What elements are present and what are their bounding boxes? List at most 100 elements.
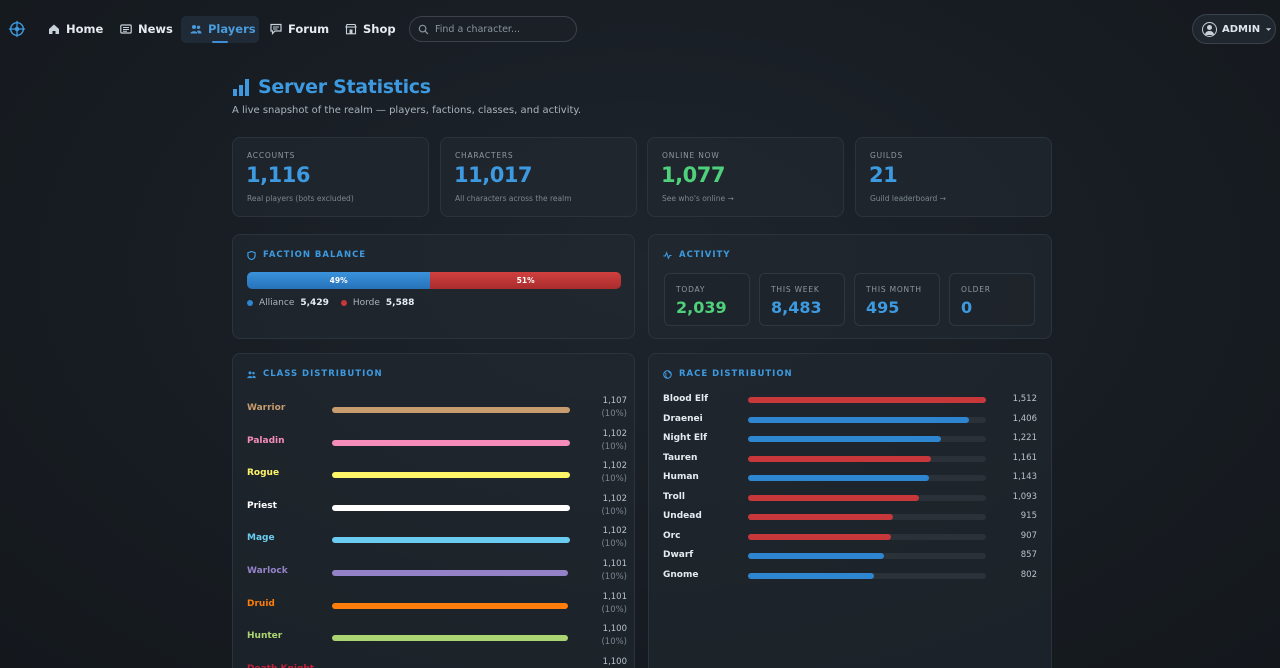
home-icon <box>49 24 59 34</box>
race-count: 1,143 <box>1012 472 1037 482</box>
class-count: 1,102 <box>602 526 627 537</box>
class-count-wrap: 1,100(10%) <box>601 656 627 668</box>
nav-news[interactable]: News <box>120 16 173 42</box>
nav-home-label: Home <box>66 22 104 36</box>
panel-title: FACTION BALANCE <box>247 250 366 260</box>
page-subtitle: A live snapshot of the realm — players, … <box>232 105 582 116</box>
activity-icon <box>663 250 672 260</box>
class-name: Death Knight <box>247 664 314 668</box>
alliance-dot-icon <box>247 300 253 306</box>
class-name: Hunter <box>247 631 283 642</box>
nav-players[interactable]: Players <box>190 16 256 43</box>
character-search[interactable] <box>409 16 577 42</box>
class-count: 1,102 <box>602 461 627 472</box>
class-row: Mage 1,102 (10%) <box>247 526 627 558</box>
activity-today: TODAY 2,039 <box>664 273 750 326</box>
race-bar-track <box>748 436 986 442</box>
alliance-segment: 49% <box>247 272 431 289</box>
race-bar-fill <box>748 436 941 442</box>
class-count-wrap: 1,100(10%) <box>601 623 627 649</box>
race-bar-track <box>748 553 986 559</box>
race-row: Draenei 1,406 <box>663 412 1037 428</box>
class-row: Rogue 1,102 (10%) <box>247 460 627 493</box>
class-percent: (10%) <box>601 441 627 452</box>
alliance-value: 5,429 <box>300 298 329 308</box>
class-percent: (10%) <box>601 539 627 550</box>
activity-value: 495 <box>866 298 900 317</box>
class-bar <box>332 602 568 609</box>
activity-label: OLDER <box>961 285 991 294</box>
race-row: Human 1,143 <box>663 470 1037 486</box>
class-percent: (10%) <box>601 506 627 517</box>
race-count: 1,221 <box>1012 433 1037 443</box>
class-distribution-panel: CLASS DISTRIBUTION Warrior 1,107 (10%) Pala… <box>232 353 635 668</box>
users-icon <box>247 370 256 378</box>
stat-value: 1,116 <box>246 163 310 187</box>
class-row: Druid 1,101 (10%) <box>247 591 627 624</box>
nav-shop-label: Shop <box>363 22 396 36</box>
activity-label: TODAY <box>676 285 706 294</box>
class-percent: (10%) <box>601 409 627 419</box>
activity-older: OLDER 0 <box>949 273 1035 326</box>
nav-forum[interactable]: Forum <box>270 16 329 42</box>
race-bar-track <box>748 514 986 520</box>
stat-label: GUILDS <box>870 151 904 160</box>
race-count: 802 <box>1020 569 1037 580</box>
user-name: ADMIN <box>1222 23 1261 35</box>
class-row: Paladin 1,102 (10%) <box>247 429 627 461</box>
race-count: 1,093 <box>1012 491 1037 502</box>
faction-title: FACTION BALANCE <box>263 250 367 260</box>
race-count: 1,161 <box>1012 452 1037 463</box>
class-count: 1,102 <box>602 493 627 504</box>
race-row: Night Elf 1,221 <box>663 431 1037 447</box>
news-icon <box>120 24 132 34</box>
race-row: Tauren 1,161 <box>663 451 1037 467</box>
race-bar-fill <box>748 475 929 481</box>
race-row: Troll 1,093 <box>663 490 1037 506</box>
class-bar <box>332 635 568 642</box>
class-count-wrap: 1,101 (10%) <box>601 591 627 617</box>
stat-value: 11,017 <box>454 163 533 187</box>
race-name: Troll <box>663 491 685 502</box>
race-row: Dwarf 857 <box>663 548 1037 564</box>
players-icon <box>190 25 202 34</box>
stat-value: 21 <box>869 163 898 187</box>
guild-leaderboard-link[interactable]: Guild leaderboard → <box>870 194 946 203</box>
race-title: RACE DISTRIBUTION <box>679 369 793 379</box>
activity-panel: ACTIVITY TODAY 2,039 THIS WEEK 8,483 THI… <box>648 234 1052 339</box>
class-name: Warrior <box>247 403 286 413</box>
activity-value: 8,483 <box>771 298 822 317</box>
class-percent: (10%) <box>601 604 627 615</box>
horde-value: 5,588 <box>385 298 415 308</box>
race-count: 1,512 <box>1012 394 1037 404</box>
stat-card-accounts: ACCOUNTS 1,116 Real players (bots exclud… <box>232 137 429 217</box>
whos-online-link[interactable]: See who's online → <box>662 194 734 203</box>
user-avatar-icon <box>1202 21 1217 37</box>
top-nav: Home News Players Forum Shop ADMIN <box>0 0 1280 58</box>
shop-icon <box>345 23 357 35</box>
user-menu-button[interactable]: ADMIN <box>1192 14 1276 44</box>
class-count-wrap: 1,102 (10%) <box>601 460 627 486</box>
class-name: Warlock <box>247 566 288 576</box>
page-title: Server Statistics <box>258 76 431 98</box>
class-name: Mage <box>247 533 275 544</box>
race-bar-fill <box>748 553 884 559</box>
class-title: CLASS DISTRIBUTION <box>263 369 383 379</box>
search-input[interactable] <box>435 23 565 35</box>
nav-shop[interactable]: Shop <box>345 16 396 42</box>
class-percent: (10%) <box>601 572 627 582</box>
site-logo-icon[interactable] <box>8 20 26 38</box>
stat-card-online-now: ONLINE NOW 1,077 See who's online → <box>647 137 844 217</box>
race-bar-fill <box>748 416 970 423</box>
chevron-down-icon <box>1265 27 1272 31</box>
class-bar <box>332 537 570 544</box>
race-count: 915 <box>1020 511 1037 521</box>
race-row: Undead 915 <box>663 509 1037 525</box>
faction-legend: Alliance 5,429 Horde 5,588 <box>247 298 426 308</box>
race-bar-fill <box>748 514 894 520</box>
race-name: Night Elf <box>663 433 708 443</box>
class-count-wrap: 1,101 (10%) <box>601 558 627 584</box>
race-bar-fill <box>748 572 875 579</box>
nav-home[interactable]: Home <box>48 16 103 42</box>
class-percent: (10%) <box>601 637 627 648</box>
